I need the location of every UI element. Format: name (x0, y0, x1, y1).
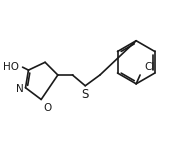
Text: Cl: Cl (144, 62, 154, 72)
Text: S: S (82, 88, 89, 101)
Text: HO: HO (3, 62, 19, 72)
Text: O: O (43, 103, 51, 113)
Text: N: N (16, 84, 23, 94)
